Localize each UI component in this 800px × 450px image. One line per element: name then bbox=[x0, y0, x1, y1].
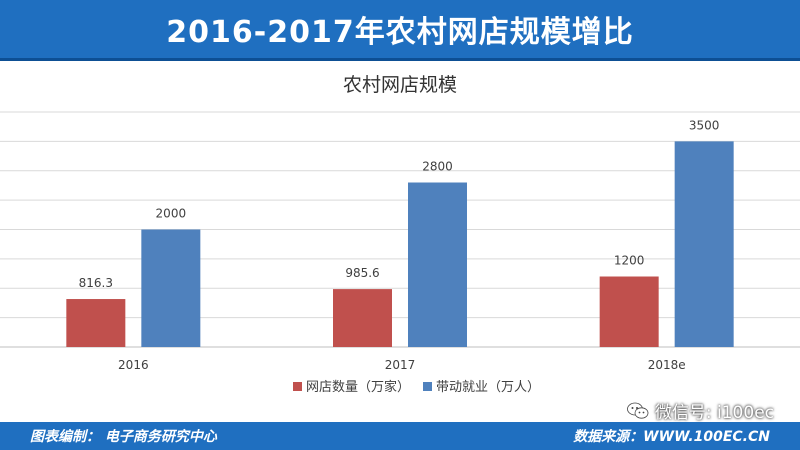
page-title: 2016-2017年农村网店规模增比 bbox=[166, 15, 634, 50]
header-banner: 2016-2017年农村网店规模增比 bbox=[0, 0, 800, 58]
wechat-icon bbox=[626, 402, 649, 420]
data-label: 985.6 bbox=[345, 266, 379, 280]
chart-title: 农村网店规模 bbox=[342, 74, 457, 96]
x-tick-label: 2017 bbox=[385, 358, 416, 372]
legend-swatch bbox=[293, 382, 302, 391]
data-label: 2800 bbox=[422, 160, 453, 174]
bar-chart: 816.3 2000 2016 985.6 2800 2017 1200 3500 2018e 网… bbox=[0, 111, 800, 395]
bar-shops-2017 bbox=[333, 289, 392, 347]
data-label: 3500 bbox=[689, 118, 720, 132]
wechat-id: 微信号: i100ec bbox=[654, 403, 774, 423]
data-label: 816.3 bbox=[79, 276, 113, 290]
footer-credit: 图表编制： 电子商务研究中心 bbox=[30, 429, 217, 445]
legend-label: 带动就业（万人） bbox=[436, 380, 540, 395]
header-divider bbox=[0, 58, 800, 61]
legend-swatch bbox=[423, 382, 432, 391]
bar-shops-2018e bbox=[599, 276, 659, 347]
bar-jobs-2016 bbox=[141, 229, 201, 347]
bar-shops-2016 bbox=[66, 299, 126, 347]
data-label: 1200 bbox=[614, 254, 645, 268]
footer-source: 数据来源：WWW.100EC.CN bbox=[573, 429, 770, 445]
data-label: 2000 bbox=[156, 207, 187, 221]
wechat-watermark: 微信号: i100ec bbox=[626, 398, 774, 423]
x-tick-label: 2016 bbox=[118, 358, 149, 372]
bar-jobs-2018e bbox=[674, 141, 734, 347]
legend-label: 网店数量（万家） bbox=[306, 379, 410, 395]
x-tick-label: 2018e bbox=[648, 358, 686, 372]
footer-banner: 图表编制： 电子商务研究中心 数据来源：WWW.100EC.CN bbox=[0, 422, 800, 450]
bar-jobs-2017 bbox=[408, 182, 467, 347]
